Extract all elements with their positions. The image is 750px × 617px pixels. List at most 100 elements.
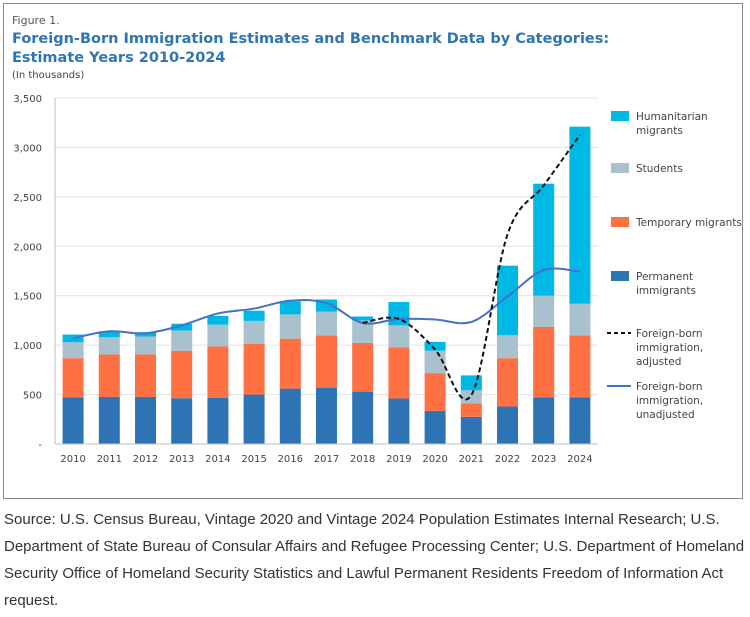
- bar-humanitarian-migrants: [569, 126, 591, 304]
- chart-title: Foreign-Born Immigration Estimates and B…: [12, 30, 609, 68]
- x-tick-label: 2013: [169, 454, 194, 465]
- legend-label: Permanent immigrants: [636, 271, 696, 297]
- bar-students: [279, 314, 301, 339]
- line-foreign-born-immigration-unadjusted: [72, 267, 580, 340]
- bar-students: [207, 324, 229, 347]
- figure-frame: [3, 3, 743, 499]
- bar-permanent-immigrants: [207, 397, 229, 444]
- legend-label: Humanitarian migrants: [636, 111, 708, 137]
- bar-students: [352, 320, 374, 343]
- x-tick-label: 2022: [495, 454, 520, 465]
- bar-temporary-migrants: [533, 326, 555, 398]
- legend-label: Temporary migrants: [635, 217, 742, 229]
- bar-temporary-migrants: [62, 358, 84, 398]
- x-tick-label: 2012: [133, 454, 158, 465]
- bar-students: [533, 295, 555, 327]
- bar-temporary-migrants: [98, 354, 120, 397]
- legend-swatch: [611, 111, 629, 121]
- bar-humanitarian-migrants: [533, 183, 555, 296]
- bar-permanent-immigrants: [62, 397, 84, 444]
- bar-permanent-immigrants: [316, 387, 337, 444]
- bar-permanent-immigrants: [98, 396, 120, 444]
- bar-humanitarian-migrants: [62, 334, 84, 343]
- bar-permanent-immigrants: [171, 398, 193, 444]
- x-tick-label: 2021: [459, 454, 484, 465]
- bar-permanent-immigrants: [279, 388, 301, 444]
- x-tick-label: 2024: [567, 454, 592, 465]
- y-tick-label: 1,000: [13, 341, 42, 352]
- bar-humanitarian-migrants: [171, 323, 193, 331]
- bar-temporary-migrants: [207, 346, 229, 398]
- y-tick-label: 500: [23, 391, 42, 402]
- bar-students: [424, 350, 446, 374]
- x-tick-label: 2011: [97, 454, 122, 465]
- bar-students: [98, 337, 120, 355]
- x-tick-label: 2017: [314, 454, 339, 465]
- bar-students: [460, 390, 482, 404]
- bar-permanent-immigrants: [497, 406, 518, 444]
- bar-permanent-immigrants: [388, 398, 410, 444]
- x-tick-label: 2015: [241, 454, 266, 465]
- legend-swatch: [611, 217, 629, 227]
- bar-temporary-migrants: [388, 347, 410, 399]
- x-tick-label: 2016: [278, 454, 303, 465]
- title-line-1: Foreign-Born Immigration Estimates and B…: [12, 31, 610, 47]
- y-tick-label: 2,500: [13, 193, 42, 204]
- bar-permanent-immigrants: [135, 396, 156, 444]
- bar-humanitarian-migrants: [135, 332, 156, 337]
- bar-permanent-immigrants: [352, 391, 374, 444]
- bar-students: [497, 335, 518, 359]
- bar-students: [62, 342, 84, 359]
- legend-label: Students: [636, 163, 683, 175]
- bar-temporary-migrants: [497, 358, 518, 407]
- bar-humanitarian-migrants: [98, 331, 120, 338]
- bar-humanitarian-migrants: [279, 301, 301, 315]
- bar-permanent-immigrants: [424, 410, 446, 444]
- y-tick-label: 3,000: [13, 143, 42, 154]
- bar-students: [135, 336, 156, 355]
- bar-students: [171, 330, 193, 351]
- chart: - 500 1,000 1,500 2,000 2,500 3,000 3,500 2010 20…: [13, 94, 742, 465]
- bar-students: [243, 320, 265, 344]
- bar-temporary-migrants: [569, 335, 591, 398]
- bar-permanent-immigrants: [533, 397, 555, 444]
- bar-permanent-immigrants: [460, 416, 482, 444]
- bar-temporary-migrants: [460, 403, 482, 417]
- title-line-2: Estimate Years 2010-2024: [12, 50, 226, 66]
- y-tick-label: -: [38, 440, 42, 451]
- bar-humanitarian-migrants: [207, 315, 229, 325]
- figure-label: Figure 1.: [12, 14, 60, 27]
- bar-temporary-migrants: [316, 335, 337, 388]
- legend-label: Foreign-born immigration, adjusted: [636, 328, 703, 368]
- bar-humanitarian-migrants: [352, 316, 374, 321]
- bar-humanitarian-migrants: [497, 265, 518, 336]
- bar-humanitarian-migrants: [424, 341, 446, 351]
- source-note: Source: U.S. Census Bureau, Vintage 2020…: [4, 511, 745, 609]
- bar-temporary-migrants: [243, 343, 265, 395]
- bar-students: [316, 311, 337, 336]
- legend-swatch: [611, 271, 629, 281]
- bar-humanitarian-migrants: [243, 310, 265, 321]
- y-tick-label: 1,500: [13, 292, 42, 303]
- bar-temporary-migrants: [171, 350, 193, 399]
- bar-temporary-migrants: [352, 342, 374, 392]
- x-tick-label: 2023: [531, 454, 556, 465]
- bar-permanent-immigrants: [569, 397, 591, 444]
- y-tick-label: 2,000: [13, 242, 42, 253]
- x-tick-label: 2010: [60, 454, 85, 465]
- line-foreign-born-immigration-adjusted: [362, 134, 581, 401]
- x-tick-label: 2020: [422, 454, 447, 465]
- bar-temporary-migrants: [424, 373, 446, 411]
- unit-note: (In thousands): [12, 70, 85, 81]
- x-tick-label: 2018: [350, 454, 375, 465]
- bar-temporary-migrants: [279, 338, 301, 389]
- bar-students: [569, 303, 591, 336]
- bar-students: [388, 325, 410, 348]
- legend-label: Foreign-born immigration, unadjusted: [636, 381, 703, 421]
- x-tick-label: 2019: [386, 454, 411, 465]
- y-tick-label: 3,500: [13, 94, 42, 105]
- x-tick-label: 2014: [205, 454, 230, 465]
- bar-permanent-immigrants: [243, 394, 265, 444]
- legend-swatch: [611, 163, 629, 173]
- bar-temporary-migrants: [135, 354, 156, 397]
